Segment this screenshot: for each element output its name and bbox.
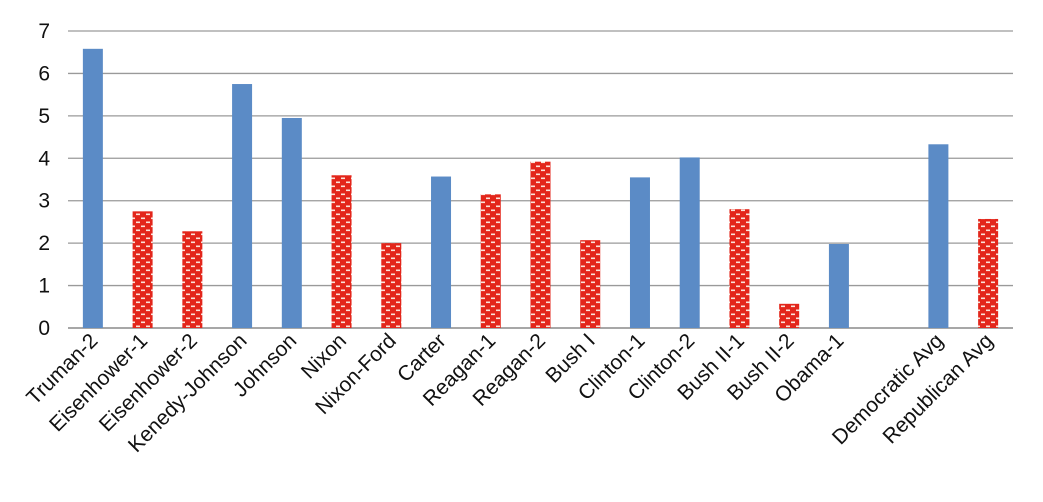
bar-bush-ii-2 (779, 303, 800, 328)
bar-eisenhower-2 (182, 231, 203, 328)
bar-truman-2 (82, 48, 103, 328)
bar-kenedy-johnson (232, 84, 253, 329)
bar-reagan-2 (530, 161, 551, 328)
y-tick-label: 4 (38, 147, 50, 170)
bars (82, 48, 999, 329)
y-tick-label: 1 (38, 275, 50, 298)
y-tick-label: 0 (38, 317, 50, 340)
bar-obama-1 (828, 243, 849, 328)
bar-johnson (281, 117, 302, 328)
y-tick-label: 2 (38, 232, 50, 255)
bar-nixon (331, 175, 352, 328)
bar-bush-ii-1 (729, 209, 750, 328)
x-axis-category-labels: Truman-2Eisenhower-1Eisenhower-2Kenedy-J… (22, 329, 997, 457)
bar-eisenhower-1 (132, 211, 153, 328)
bar-clinton-1 (629, 177, 650, 328)
bar-nixon-ford (381, 243, 402, 328)
y-axis-tick-labels: 0 1 2 3 4 5 6 7 (38, 20, 50, 340)
y-tick-label: 3 (38, 190, 50, 213)
y-tick-label: 5 (38, 105, 50, 128)
bar-reagan-1 (480, 194, 501, 328)
y-tick-label: 6 (38, 62, 50, 85)
y-tick-label: 7 (38, 20, 50, 43)
bar-bush-i (580, 240, 601, 328)
bar-republican-avg (978, 218, 999, 328)
bar-democratic-avg (928, 144, 949, 328)
bar-carter (431, 176, 452, 328)
bar-clinton-2 (679, 157, 700, 328)
